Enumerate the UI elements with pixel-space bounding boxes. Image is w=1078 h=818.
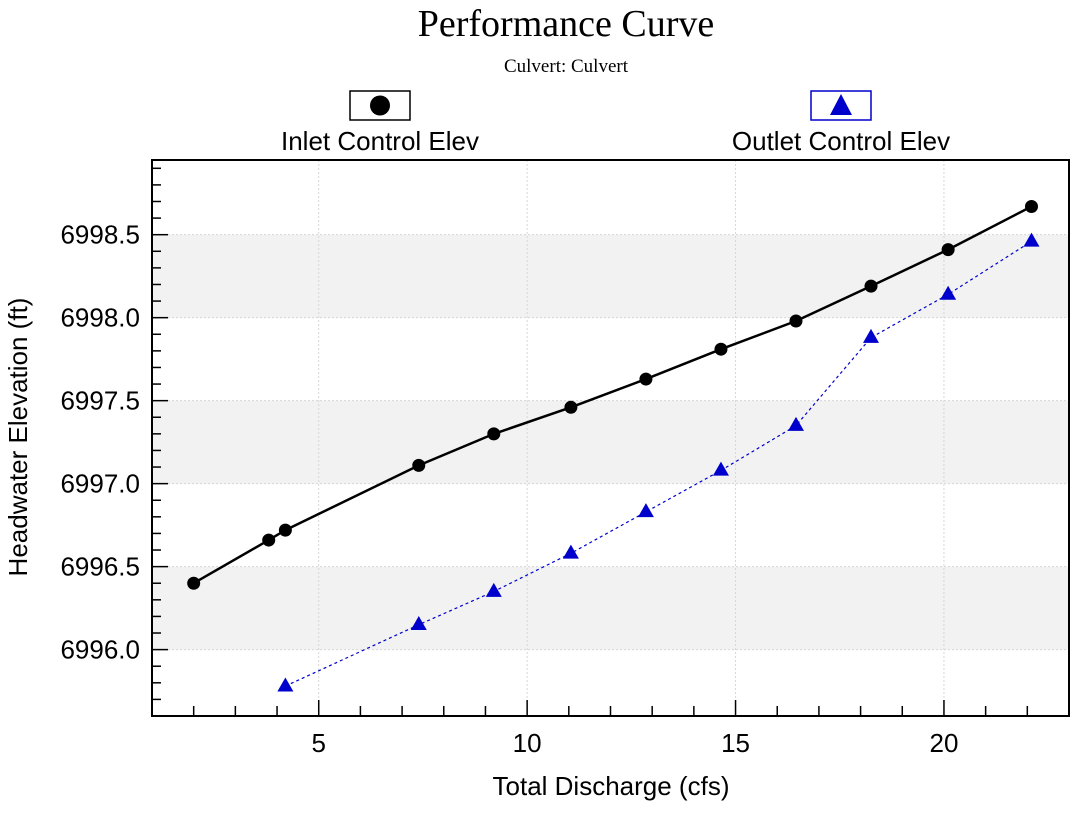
data-point xyxy=(639,372,653,386)
series-line xyxy=(285,240,1032,687)
data-point xyxy=(487,427,501,441)
data-point xyxy=(1023,232,1040,247)
legend-marker-outlet xyxy=(830,94,852,115)
y-tick-label: 6997.0 xyxy=(60,469,140,499)
y-tick-label: 6996.5 xyxy=(60,552,140,582)
x-tick-label: 5 xyxy=(311,728,325,758)
legend: Inlet Control Elev Outlet Control Elev xyxy=(281,90,950,156)
data-point xyxy=(637,503,654,518)
data-point xyxy=(262,533,276,547)
data-point xyxy=(562,544,579,559)
y-axis-label: Headwater Elevation (ft) xyxy=(3,298,33,577)
data-point xyxy=(485,582,502,597)
x-tick-label: 20 xyxy=(929,728,958,758)
data-point xyxy=(714,342,728,356)
legend-item-inlet: Inlet Control Elev xyxy=(281,90,479,156)
legend-item-outlet: Outlet Control Elev xyxy=(732,90,950,156)
data-point xyxy=(864,279,878,293)
data-point xyxy=(277,677,294,692)
y-tick-label: 6996.0 xyxy=(60,635,140,665)
data-point xyxy=(278,523,292,537)
data-point xyxy=(564,400,578,414)
x-axis-label: Total Discharge (cfs) xyxy=(493,771,730,801)
x-tick-label: 10 xyxy=(513,728,542,758)
data-point xyxy=(941,243,955,257)
data-point xyxy=(789,314,803,328)
series-outlet-control xyxy=(277,232,1040,692)
y-tick-label: 6998.0 xyxy=(60,303,140,333)
legend-marker-inlet xyxy=(370,95,390,116)
data-point xyxy=(787,416,804,431)
data-point xyxy=(412,458,426,472)
legend-label-inlet: Inlet Control Elev xyxy=(281,126,479,156)
y-tick-label: 6998.5 xyxy=(60,220,140,250)
plot-band xyxy=(152,234,1069,318)
x-tick-label: 15 xyxy=(721,728,750,758)
data-point xyxy=(712,461,729,476)
legend-label-outlet: Outlet Control Elev xyxy=(732,126,950,156)
data-point xyxy=(410,616,427,631)
x-axis: 5 10 15 20 xyxy=(192,700,1029,758)
plot-band xyxy=(152,400,1069,484)
series-inlet-control xyxy=(187,199,1038,590)
plot-band xyxy=(152,566,1069,650)
plot-bands xyxy=(152,160,1069,716)
y-tick-label: 6997.5 xyxy=(60,386,140,416)
chart-subtitle: Culvert: Culvert xyxy=(504,56,629,77)
series-layer xyxy=(187,199,1040,692)
y-axis: 6996.0 6996.5 6997.0 6997.5 6998.0 6998.5 xyxy=(60,167,168,701)
data-point xyxy=(187,576,201,590)
chart-title: Performance Curve xyxy=(418,3,715,45)
data-point xyxy=(863,328,880,343)
data-point xyxy=(940,285,957,300)
data-point xyxy=(1024,199,1038,213)
